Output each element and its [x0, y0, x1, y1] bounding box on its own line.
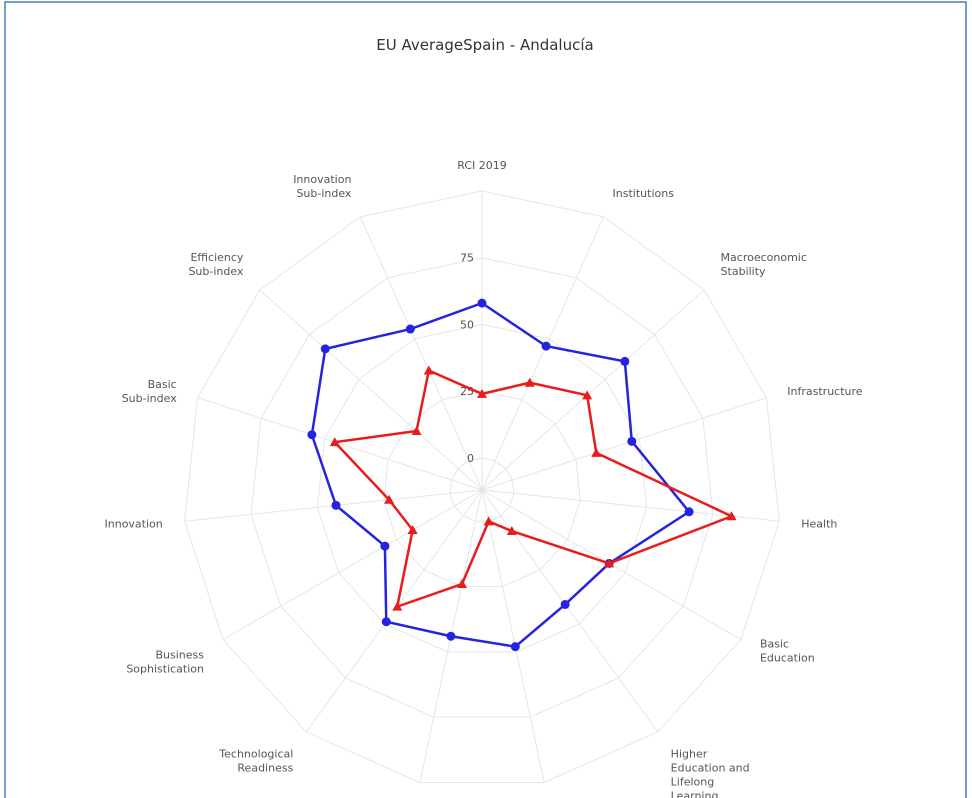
category-label: Business Sophistication [126, 649, 204, 676]
category-label: Innovation [105, 518, 163, 531]
series-line [332, 368, 735, 609]
point [405, 324, 415, 334]
point [510, 642, 520, 652]
point [506, 526, 517, 536]
point [407, 525, 418, 535]
point [457, 579, 468, 589]
category-label: Higher Education and Lifelong Learning [671, 748, 750, 798]
category-label: Efficiency Sub-index [188, 251, 243, 278]
category-label: Infrastructure [787, 385, 863, 398]
point [423, 365, 434, 375]
spoke [222, 489, 483, 640]
grid-line [449, 457, 515, 522]
spoke [481, 489, 780, 522]
point [541, 341, 551, 351]
category-label: Institutions [613, 187, 675, 200]
point [320, 344, 330, 354]
point [307, 430, 317, 440]
spoke [481, 489, 659, 733]
point [627, 436, 637, 446]
spoke [481, 289, 705, 491]
point [446, 631, 456, 641]
spoke [359, 216, 483, 491]
spoke [259, 289, 483, 491]
point [381, 617, 391, 627]
grid-line [383, 390, 581, 588]
point [411, 426, 422, 436]
point [477, 388, 487, 398]
point [560, 599, 570, 609]
category-label: Basic Sub-index [122, 378, 177, 405]
category-label: Technological Readiness [218, 748, 293, 775]
y-tick-label: 0 [467, 452, 474, 465]
category-label: Innovation Sub-index [293, 173, 352, 200]
point [329, 437, 340, 447]
grid-line [316, 323, 648, 653]
y-tick-label: 75 [460, 252, 474, 265]
point [604, 558, 615, 568]
y-tick-label: 50 [460, 318, 474, 331]
spoke [305, 489, 483, 733]
point [524, 377, 535, 387]
category-label: RCI 2019 [457, 159, 507, 172]
category-label: Basic Education [760, 638, 815, 665]
point [331, 500, 341, 510]
spoke [197, 397, 483, 491]
frame [4, 1, 967, 798]
point [483, 516, 494, 526]
spoke [481, 397, 767, 491]
point [582, 390, 593, 400]
spoke [481, 216, 605, 491]
point [392, 601, 403, 611]
point [477, 298, 487, 308]
spoke [481, 489, 545, 783]
category-label: Macroeconomic Stability [721, 251, 807, 278]
point [591, 447, 602, 457]
chart-title: EU AverageSpain - Andalucía [376, 36, 593, 54]
point [380, 541, 390, 551]
point [684, 507, 694, 517]
grid-line [250, 257, 714, 718]
grid-outline [184, 190, 780, 783]
point [620, 356, 630, 366]
category-label: Health [801, 518, 837, 531]
point [726, 511, 737, 521]
series-line [310, 301, 691, 649]
point [384, 494, 395, 504]
